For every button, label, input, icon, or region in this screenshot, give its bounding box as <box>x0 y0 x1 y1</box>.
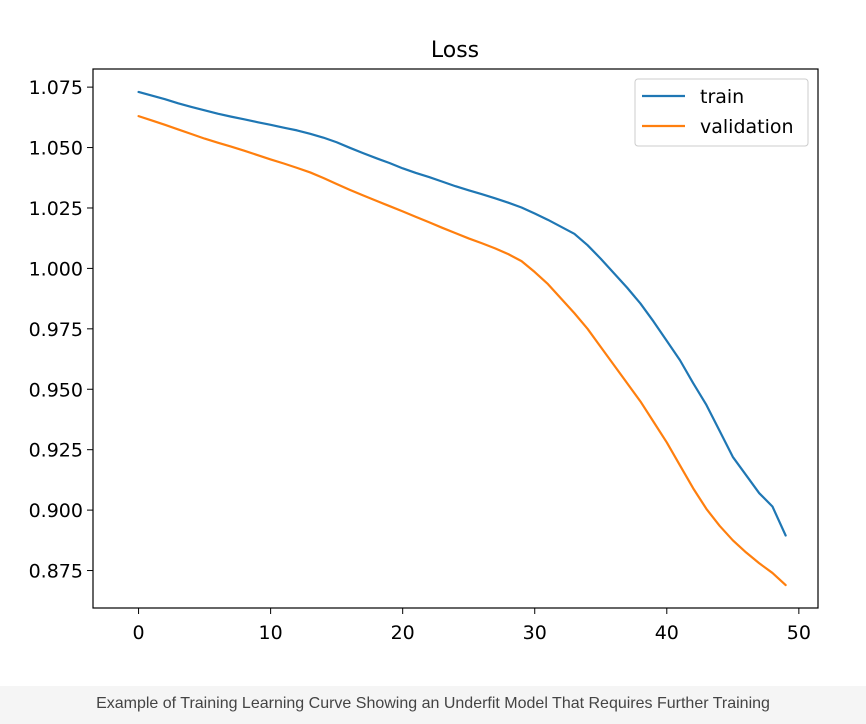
y-tick-label: 1.000 <box>29 258 83 280</box>
legend-label-train: train <box>700 86 744 108</box>
x-tick-label: 10 <box>259 622 283 644</box>
series-line-validation <box>137 115 787 587</box>
chart-title: Loss <box>431 38 479 63</box>
y-tick-label: 1.050 <box>29 138 83 160</box>
y-tick-label: 0.950 <box>29 379 83 401</box>
x-tick-label: 50 <box>787 622 811 644</box>
plot-area <box>137 90 787 587</box>
x-tick-label: 40 <box>655 622 679 644</box>
y-tick-label: 0.875 <box>29 561 83 583</box>
y-tick-label: 0.925 <box>29 440 83 462</box>
x-tick-label: 20 <box>391 622 415 644</box>
series-line-train <box>137 90 787 537</box>
loss-chart: Loss 0 10 20 30 40 50 0.875 0.900 0.925 0.950 0.97… <box>29 38 819 644</box>
figure-caption: Example of Training Learning Curve Showi… <box>96 695 770 712</box>
y-tick-label: 1.075 <box>29 77 83 99</box>
caption-bar: Example of Training Learning Curve Showi… <box>0 686 866 724</box>
y-tick-label: 0.975 <box>29 319 83 341</box>
x-tick-label: 0 <box>133 622 145 644</box>
legend: train validation <box>634 78 809 147</box>
y-tick-label: 1.025 <box>29 198 83 220</box>
legend-label-validation: validation <box>700 116 794 138</box>
y-tick-label: 0.900 <box>29 500 83 522</box>
axis-ticks: 0 10 20 30 40 50 0.875 0.900 0.925 0.950 0.975 1.00… <box>29 77 811 644</box>
legend-items: train validation <box>642 86 794 138</box>
x-tick-label: 30 <box>523 622 547 644</box>
axes-frame <box>92 68 819 609</box>
